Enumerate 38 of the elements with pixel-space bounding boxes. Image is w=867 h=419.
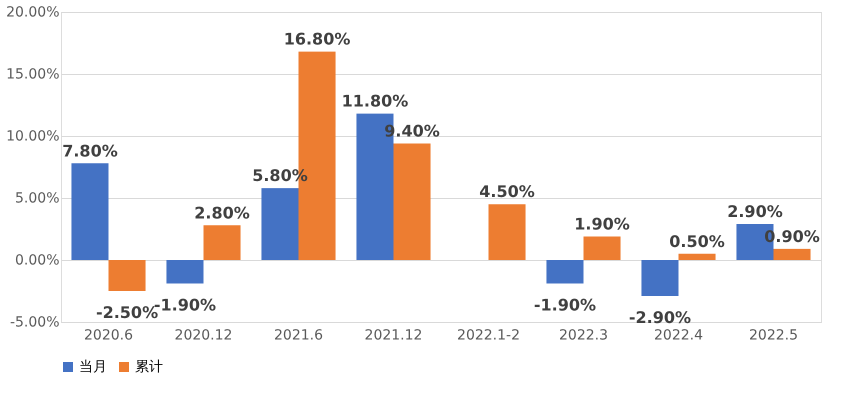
data-label: 16.80% [284, 30, 350, 49]
y-tick-label: 5.00% [15, 190, 60, 206]
x-tick-label: 2020.12 [174, 328, 232, 344]
x-tick-label: 2022.1-2 [457, 328, 520, 344]
bar [488, 204, 526, 260]
data-label: 4.50% [479, 182, 535, 202]
bar [261, 188, 298, 260]
data-label: -1.90% [534, 296, 596, 315]
bar [584, 236, 621, 260]
bar [641, 260, 678, 296]
x-tick-label: 2022.4 [654, 328, 704, 344]
x-tick-label: 2022.3 [559, 328, 608, 344]
legend-label: 累计 [135, 359, 163, 375]
bar [71, 163, 108, 260]
data-label: 0.50% [669, 232, 725, 251]
y-tick-label: 15.00% [6, 66, 60, 82]
legend-label: 当月 [79, 359, 107, 375]
y-tick-label: 10.00% [6, 128, 60, 144]
data-label: 7.80% [62, 141, 118, 160]
x-tick-label: 2021.12 [364, 328, 422, 344]
data-label: 1.90% [574, 214, 630, 234]
bar [166, 260, 204, 284]
data-label: 11.80% [342, 92, 408, 111]
bar [546, 260, 584, 284]
y-tick-label: 0.00% [15, 252, 60, 268]
bar [204, 225, 241, 260]
bar [108, 260, 146, 291]
y-tick-label: -5.00% [10, 314, 60, 330]
x-tick-label: 2020.6 [84, 328, 134, 344]
bar [678, 254, 716, 260]
data-label: 2.80% [194, 203, 250, 222]
x-tick-label: 2022.5 [749, 328, 798, 344]
data-label: 2.90% [727, 202, 783, 222]
data-label: -2.90% [628, 308, 692, 327]
bar [394, 143, 431, 260]
x-tick-label: 2021.6 [274, 328, 324, 344]
y-tick-label: 20.00% [6, 4, 60, 20]
bar [774, 248, 811, 260]
